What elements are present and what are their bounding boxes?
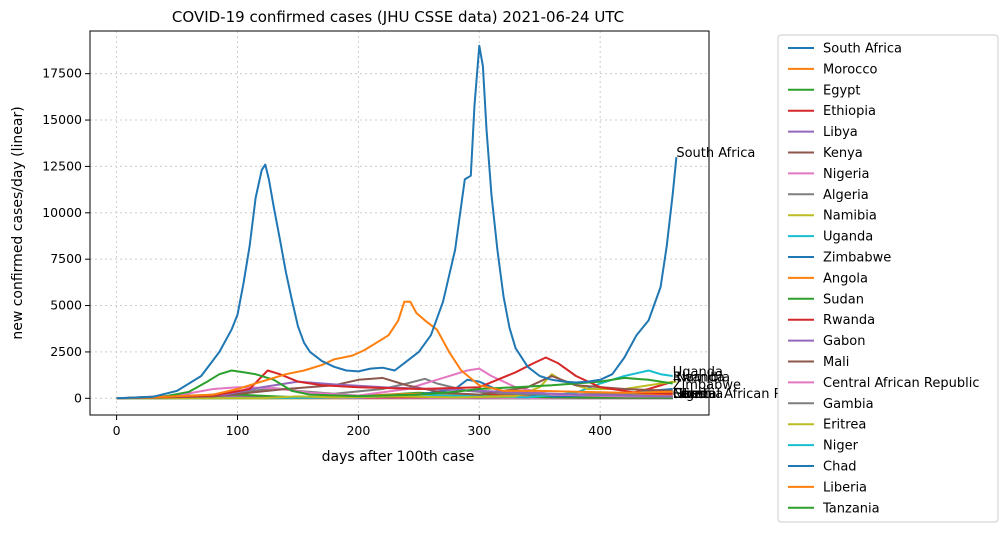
x-axis-label: days after 100th case <box>322 449 475 465</box>
y-tick-label: 2500 <box>50 344 82 359</box>
legend-entry: Eritrea <box>823 418 866 433</box>
y-tick-label: 10000 <box>42 205 82 220</box>
annotation-liberia: Liberia <box>673 387 717 402</box>
annotation-niger: Niger <box>673 387 709 402</box>
legend-entry: Kenya <box>823 146 863 161</box>
legend-entry: Libya <box>823 125 858 140</box>
legend-entry: Liberia <box>823 480 867 495</box>
chart-title: COVID-19 confirmed cases (JHU CSSE data)… <box>172 8 624 26</box>
legend-entry: Uganda <box>823 230 873 245</box>
series-line-ethiopia <box>116 356 673 400</box>
x-tick-label: 300 <box>467 423 491 438</box>
annotation-uganda: Uganda <box>673 365 723 380</box>
annotation-rwanda: Rwanda <box>673 371 725 386</box>
x-tick-label: 200 <box>346 423 370 438</box>
y-tick-label: 5000 <box>50 298 82 313</box>
legend-entry: Ethiopia <box>823 104 876 119</box>
y-tick-label: 0 <box>74 390 82 405</box>
legend-entry: Morocco <box>823 62 877 77</box>
legend: South Africa Morocco Egypt Ethiopia Libya Ken… <box>777 34 999 523</box>
x-tick-label: 0 <box>113 423 121 438</box>
legend-entry: South Africa <box>823 42 902 57</box>
legend-entry: Rwanda <box>823 313 875 328</box>
series-line-algeria <box>116 377 673 400</box>
legend-entry: Zimbabwe <box>823 251 891 266</box>
annotations-group: South Africa NamibiaUgandaZimbabweRwandaC… <box>673 146 829 402</box>
legend-entry: Mali <box>823 355 849 370</box>
x-tick-label: 400 <box>588 423 612 438</box>
x-axis: 0 100 200 300 400 <box>113 415 612 438</box>
series-line-morocco <box>116 300 673 400</box>
legend-entry: Algeria <box>823 188 869 203</box>
annotation-gambia: Gambia <box>673 387 724 402</box>
legend-entry: Gambia <box>823 397 874 412</box>
y-tick-label: 17500 <box>42 66 82 81</box>
annotation-chad: Chad <box>673 387 707 402</box>
legend-frame <box>777 34 999 523</box>
y-tick-label: 15000 <box>42 112 82 127</box>
y-tick-label: 7500 <box>50 251 82 266</box>
legend-entry: Central African Republic <box>823 376 979 391</box>
x-tick-label: 100 <box>226 423 250 438</box>
legend-entry: Angola <box>823 271 868 286</box>
legend-entry: Chad <box>823 460 857 475</box>
y-tick-label: 12500 <box>42 158 82 173</box>
annotation-eritrea: Eritrea <box>673 387 716 402</box>
legend-entry: Egypt <box>823 83 861 98</box>
legend-entry: Sudan <box>823 292 864 307</box>
plot-frame <box>89 30 710 416</box>
legend-entry: Tanzania <box>822 501 880 516</box>
annotation-zimbabwe: Zimbabwe <box>673 378 741 393</box>
grid <box>90 31 709 415</box>
legend-entry: Nigeria <box>823 167 870 182</box>
legend-entry: Gabon <box>823 334 866 349</box>
legend-entry: Namibia <box>823 209 877 224</box>
y-axis: 0 2500 5000 7500 10000 12500 15000 17500 <box>42 66 90 405</box>
y-axis-label: new confirmed cases/day (linear) <box>10 106 26 339</box>
legend-entry: Niger <box>823 439 859 454</box>
series-line-south-africa <box>116 44 678 400</box>
series-group <box>116 44 678 400</box>
annotation-south-africa: South Africa <box>676 146 755 161</box>
annotation-namibia: Namibia <box>676 371 730 386</box>
